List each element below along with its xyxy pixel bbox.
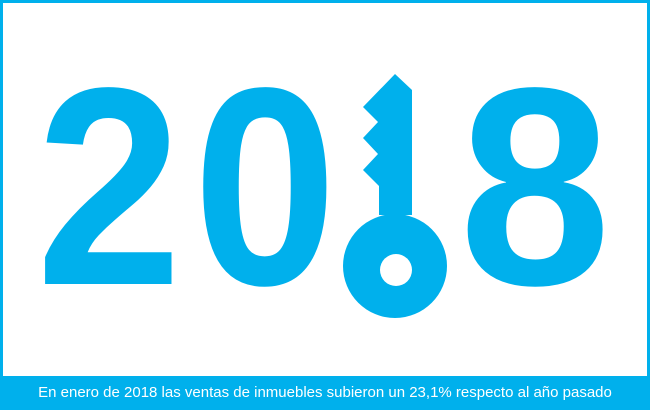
digit-2: 2 [36, 29, 182, 344]
year-graphic: 2 0 8 [36, 29, 611, 344]
graphic-frame [3, 3, 647, 376]
digit-0: 0 [193, 29, 337, 344]
caption: En enero de 2018 las ventas de inmuebles… [38, 384, 612, 401]
digit-8: 8 [459, 29, 611, 344]
key-icon [343, 74, 447, 318]
